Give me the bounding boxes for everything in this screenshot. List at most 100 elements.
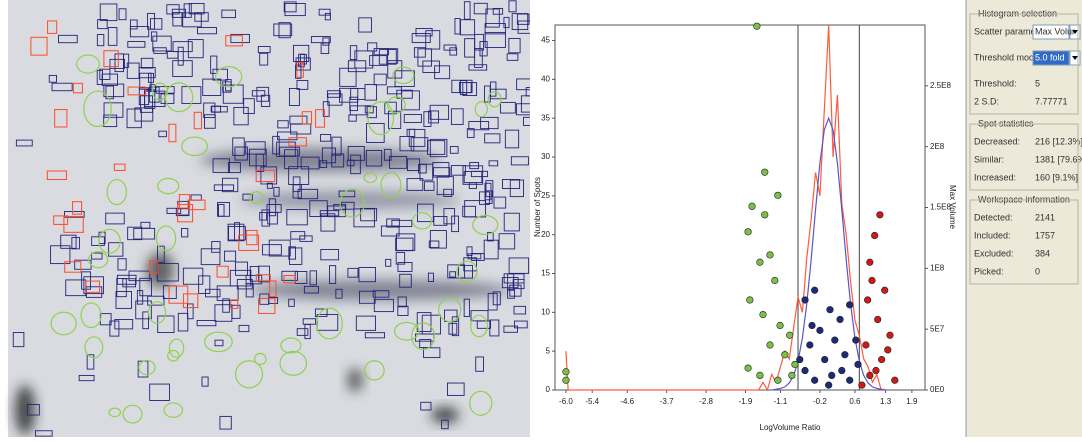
spot-outline xyxy=(157,245,165,263)
spot-outline xyxy=(394,70,415,87)
spot-outline xyxy=(101,73,118,86)
spot-outline xyxy=(216,265,229,278)
spot-outline xyxy=(151,82,169,101)
y2-tick-label: 1.5E8 xyxy=(930,203,951,212)
spot-outline xyxy=(72,201,83,215)
x-tick-label: -1.9 xyxy=(739,397,753,406)
spot-outline xyxy=(106,178,128,206)
dropdown-arrow xyxy=(1072,56,1078,60)
spot-outline xyxy=(449,271,456,278)
spot-outline xyxy=(392,66,415,85)
spot-outline xyxy=(349,96,358,112)
spot-outline xyxy=(428,240,440,249)
spot-outline xyxy=(235,360,264,389)
spot-outline xyxy=(470,310,489,322)
spot-point xyxy=(891,376,899,384)
spot-outline xyxy=(284,2,306,17)
spot-outline xyxy=(464,38,476,58)
spot-outline xyxy=(47,20,58,34)
spot-outline xyxy=(88,251,109,269)
spot-outline xyxy=(278,22,291,39)
spot-outline xyxy=(187,303,194,320)
dropdown[interactable] xyxy=(1032,24,1070,40)
spot-outline xyxy=(214,339,224,347)
spot-outline xyxy=(178,194,191,209)
spot-outline xyxy=(144,89,156,109)
gel-spot xyxy=(347,368,363,392)
spot-outline xyxy=(259,52,269,66)
field-value: 160 [9.1%] xyxy=(1035,172,1078,182)
spot-point xyxy=(808,321,816,330)
spot-outline xyxy=(218,204,225,217)
spot-point xyxy=(884,346,892,354)
spot-point xyxy=(816,326,824,334)
spot-outline xyxy=(147,295,165,306)
spot-outline xyxy=(438,297,462,323)
spot-outline xyxy=(227,162,241,174)
spot-outline xyxy=(504,129,520,149)
spot-outline xyxy=(279,350,308,376)
spot-outline xyxy=(320,249,340,261)
spot-outline xyxy=(147,301,167,324)
spot-outline xyxy=(230,299,239,309)
spot-point xyxy=(562,368,570,376)
dropdown[interactable] xyxy=(1032,50,1070,66)
spot-outline xyxy=(251,90,266,97)
spot-outline xyxy=(329,265,337,285)
spot-point xyxy=(866,258,874,266)
spot-outline xyxy=(449,47,458,56)
spot-outline xyxy=(417,203,434,223)
spot-outline xyxy=(335,288,343,299)
spot-outline xyxy=(107,27,118,46)
spot-outline xyxy=(280,337,302,354)
spot-outline xyxy=(321,147,336,164)
spot-outline xyxy=(182,293,199,309)
y-tick-label: 40 xyxy=(541,74,550,83)
spot-point xyxy=(846,301,854,309)
spot-outline xyxy=(327,205,346,218)
spot-outline xyxy=(262,244,282,256)
spot-outline xyxy=(72,82,83,94)
spot-outline xyxy=(415,28,433,37)
spot-point xyxy=(776,321,784,330)
spot-outline xyxy=(451,316,460,337)
spot-outline xyxy=(157,315,175,334)
group-box xyxy=(969,123,1079,191)
spot-outline xyxy=(425,30,441,50)
spot-outline xyxy=(488,160,499,167)
spot-outline xyxy=(193,111,203,130)
spot-outline xyxy=(86,354,95,370)
spot-outline xyxy=(386,86,402,95)
field-label: Excluded: xyxy=(974,248,1014,258)
spot-outline xyxy=(387,60,403,79)
spot-outline xyxy=(468,64,488,71)
spot-outline xyxy=(450,165,466,176)
spot-outline xyxy=(429,138,448,158)
spot-point xyxy=(841,351,849,359)
y2-tick-label: 1E8 xyxy=(930,263,945,272)
spot-outline xyxy=(129,26,150,38)
field-label: 2 S.D: xyxy=(974,96,999,106)
spot-outline xyxy=(389,156,408,169)
spot-outline xyxy=(172,60,193,77)
spot-outline xyxy=(331,136,342,156)
spot-outline xyxy=(303,285,319,294)
spot-point xyxy=(786,331,794,339)
spot-outline xyxy=(51,82,73,92)
spot-outline xyxy=(314,308,328,317)
spot-outline xyxy=(406,178,424,191)
spot-outline xyxy=(223,250,237,262)
group-title: Spot statistics xyxy=(978,118,1034,128)
spot-outline xyxy=(64,261,82,273)
gel-spot xyxy=(431,407,459,423)
spot-outline xyxy=(210,105,228,113)
spot-outline xyxy=(364,84,377,101)
spot-outline xyxy=(367,101,395,136)
spot-outline xyxy=(397,296,407,308)
x-tick-label: -1.1 xyxy=(774,397,788,406)
spot-outline xyxy=(103,50,119,68)
spot-outline xyxy=(364,360,385,381)
spot-outline xyxy=(136,290,144,305)
spot-outline xyxy=(319,160,328,168)
spot-outline xyxy=(514,320,528,329)
